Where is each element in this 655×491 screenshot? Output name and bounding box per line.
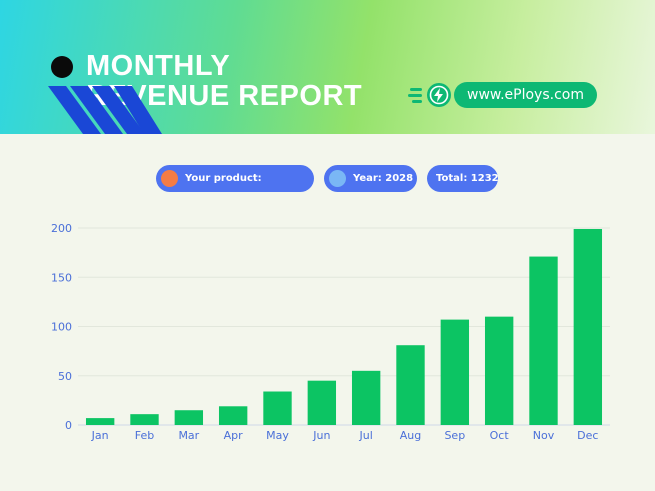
x-tick-label: Feb [135, 429, 154, 442]
bar-jan[interactable] [85, 418, 115, 425]
bar-jun[interactable] [307, 380, 337, 425]
bullet-dot [51, 56, 73, 78]
header-banner: MONTHLY REVENUE REPORT www.ePloys.com [0, 0, 655, 134]
product-badge[interactable]: Your product: [156, 165, 314, 192]
bar-jul[interactable] [351, 370, 381, 425]
website-label[interactable]: www.ePloys.com [454, 82, 597, 108]
x-tick-label: Aug [400, 429, 421, 442]
bar-may[interactable] [263, 391, 292, 425]
year-swatch [329, 170, 346, 187]
bar-oct[interactable] [484, 316, 514, 425]
bar-apr[interactable] [218, 406, 248, 425]
x-tick-label: Apr [224, 429, 244, 442]
x-tick-label: Nov [533, 429, 555, 442]
x-tick-label: Mar [178, 429, 199, 442]
year-badge[interactable]: Year: 2028 [324, 165, 417, 192]
total-label: Total: 1232 [436, 173, 499, 184]
bar-mar[interactable] [174, 410, 204, 425]
y-tick-label: 0 [65, 419, 72, 432]
y-tick-label: 150 [51, 271, 72, 284]
x-tick-label: May [266, 429, 289, 442]
lightning-icon [408, 83, 451, 107]
bar-aug[interactable] [396, 345, 425, 425]
total-badge[interactable]: Total: 1232 [427, 165, 499, 192]
product-label: Your product: [185, 173, 262, 184]
x-tick-label: Jun [312, 429, 330, 442]
x-tick-label: Jan [91, 429, 109, 442]
x-tick-label: Dec [577, 429, 598, 442]
bar-nov[interactable] [529, 256, 558, 425]
title-line-1: MONTHLY [86, 50, 231, 82]
y-tick-label: 50 [58, 370, 72, 383]
x-tick-label: Sep [444, 429, 465, 442]
year-label: Year: 2028 [353, 173, 414, 184]
y-tick-label: 100 [51, 321, 72, 334]
x-tick-label: Jul [359, 429, 373, 442]
bar-dec[interactable] [573, 228, 603, 425]
revenue-bar-chart: 0 50 100 150 200 Jan Feb Mar Apr May Jun Jul Aug Sep O… [51, 222, 610, 442]
decorative-stripes [48, 86, 162, 134]
y-tick-label: 200 [51, 222, 72, 235]
bar-sep[interactable] [440, 319, 470, 425]
x-tick-label: Oct [490, 429, 510, 442]
bar-feb[interactable] [130, 414, 159, 425]
product-swatch [161, 170, 178, 187]
